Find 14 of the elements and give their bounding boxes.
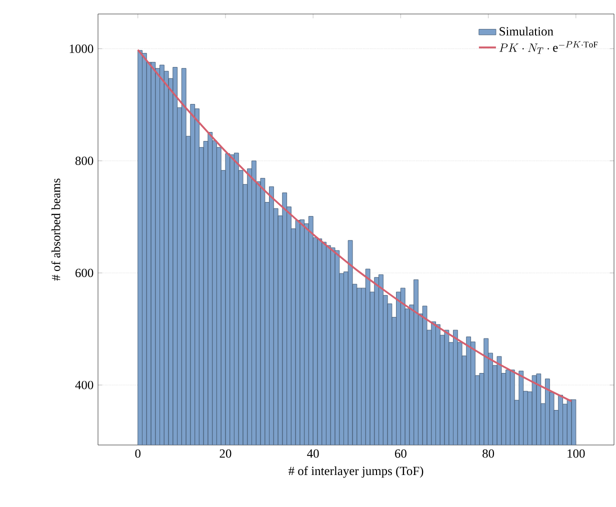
x-tick-label: 80 [482, 449, 494, 458]
x-tick-label: 100 [568, 449, 585, 458]
legend-label: $PK \cdot N_T \cdot \mathrm{e}^{-PK\cdot\mathrm{ToF}}$ [499, 41, 598, 54]
y-tick-label: 400 [75, 380, 94, 390]
y-axis-title: # of absorbed beams [51, 178, 60, 281]
legend-label: Simulation [500, 26, 554, 36]
y-tick-label: 800 [75, 156, 94, 166]
x-tick-label: 20 [220, 449, 232, 458]
y-tick-label: 600 [76, 268, 94, 278]
x-tick-label: 40 [307, 449, 319, 458]
x-tick-label: 0 [135, 449, 140, 458]
x-axis-title: # of interlayer jumps (ToF) [288, 466, 424, 478]
y-tick-label: 1000 [70, 44, 94, 53]
x-tick-label: 60 [394, 449, 406, 458]
